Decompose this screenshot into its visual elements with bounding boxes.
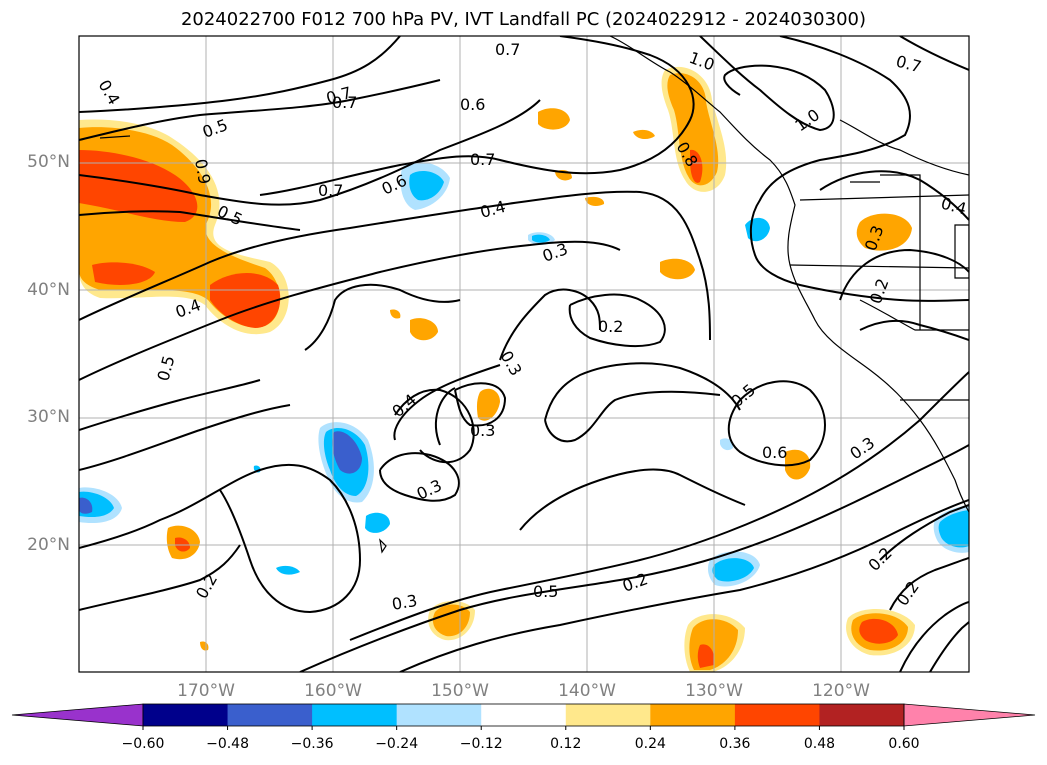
longitude-label: 140°W	[558, 681, 616, 701]
contour-label: 0.2	[192, 570, 221, 602]
colorbar-tick-label: −0.60	[121, 736, 165, 752]
latitude-label: 20°N	[27, 534, 70, 555]
longitude-label: 150°W	[431, 681, 489, 701]
contour-label: 0.2	[893, 578, 923, 610]
colorbar-segment	[227, 704, 313, 726]
colorbar-tick-label: −0.48	[206, 736, 249, 752]
contour-label: 0.3	[470, 421, 495, 440]
colorbar-tick-label: 0.36	[719, 736, 751, 752]
contour-label: 0.7	[318, 181, 343, 200]
contour-label: 1.0	[791, 105, 823, 135]
contour-label: 0.6	[460, 95, 485, 114]
contour-label: 0.3	[497, 348, 526, 380]
longitude-label: 170°W	[177, 681, 235, 701]
colorbar-frame	[142, 703, 905, 727]
colorbar-extend-min	[11, 703, 144, 727]
colorbar-tick-label: 0.60	[888, 736, 920, 752]
colorbar-segment	[650, 704, 736, 726]
map-frame	[78, 35, 970, 673]
contour-label: 0.2	[620, 569, 650, 596]
latitude-label: 40°N	[27, 279, 70, 300]
colorbar-segment	[396, 704, 482, 726]
colorbar-tick-label: 0.12	[550, 736, 582, 752]
longitude-label: 160°W	[304, 681, 362, 701]
longitude-label: 130°W	[685, 681, 743, 701]
contour-label: 0.3	[390, 591, 418, 614]
colorbar-tick-label: −0.12	[459, 736, 503, 752]
contour-label: 0.2	[598, 317, 623, 336]
colorbar-tick-label: −0.36	[290, 736, 334, 752]
coastlines	[99, 36, 969, 554]
colorbar-tick-label: −0.24	[375, 736, 419, 752]
contour-label: 0.2	[866, 276, 893, 306]
contour-label: 0.6	[762, 443, 787, 462]
colorbar-segment	[734, 704, 820, 726]
pv-contours	[79, 36, 969, 672]
contour-label: 0.7	[470, 150, 495, 169]
colorbar-tick-label: 0.48	[803, 736, 836, 752]
positive-anomaly-regions	[79, 66, 915, 672]
contour-label: 0.7	[495, 40, 520, 59]
contour-label: 0.4	[95, 77, 124, 109]
longitude-label: 120°W	[812, 681, 870, 701]
latitude-label: 30°N	[27, 407, 70, 427]
contour-label: 0.5	[727, 380, 759, 411]
contour-label: 0.5	[533, 582, 558, 601]
colorbar-segment	[143, 704, 229, 726]
contour-label: 0.4	[939, 194, 969, 219]
colorbar-extend-max	[903, 703, 1036, 727]
colorbar	[11, 703, 1036, 730]
latitude-label: 50°N	[27, 152, 70, 172]
contour-label: 0.9	[191, 157, 214, 185]
contour-label: 0.2	[864, 543, 895, 574]
contour-label: 0.5	[200, 115, 230, 142]
contour-label: 0.5	[154, 354, 179, 384]
shaded-field	[79, 66, 969, 672]
contour-label: 0.7	[894, 52, 924, 77]
colorbar-segment	[819, 704, 905, 726]
colorbar-segment	[481, 704, 567, 726]
colorbar-segment	[312, 704, 398, 726]
map-title: 2024022700 F012 700 hPa PV, IVT Landfall…	[180, 9, 867, 30]
contour-labels: 0.4 0.7 0.7 0.6 0.7 1.0 0.7 0.5 0.9 0.8 …	[95, 40, 969, 614]
colorbar-segment	[565, 704, 651, 726]
contour-label: 0.4	[478, 197, 508, 222]
contour-label: 0.3	[846, 433, 878, 463]
colorbar-tick-label: 0.24	[634, 736, 666, 752]
contour-label: 0.7	[332, 93, 357, 112]
negative-anomaly-regions	[79, 162, 969, 587]
